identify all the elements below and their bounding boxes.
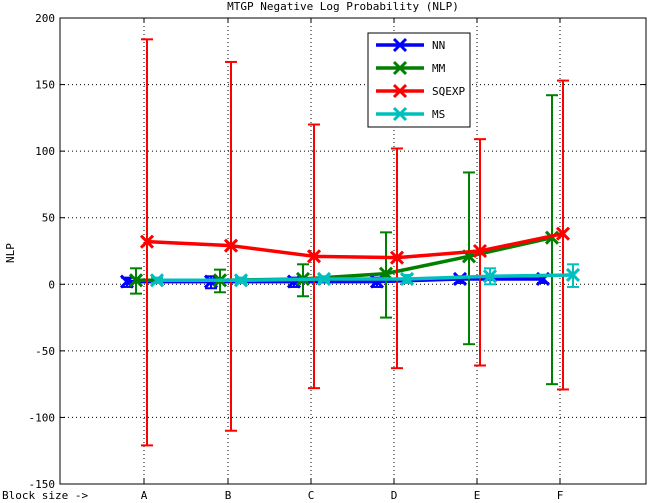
point-marker bbox=[306, 249, 322, 264]
chart-title: MTGP Negative Log Probability (NLP) bbox=[227, 0, 459, 13]
point-marker bbox=[555, 226, 571, 241]
y-tick-label: -100 bbox=[29, 411, 56, 424]
data-point-sqexp bbox=[555, 226, 571, 241]
point-marker bbox=[128, 273, 144, 288]
legend-marker bbox=[392, 83, 408, 99]
point-marker bbox=[316, 271, 332, 287]
legend-box bbox=[367, 32, 471, 128]
x-tick-label: C bbox=[308, 489, 315, 502]
data-point-ms bbox=[399, 271, 415, 287]
series-group bbox=[119, 38, 581, 447]
x-tick-label: A bbox=[141, 489, 148, 502]
y-tick-label: -150 bbox=[29, 478, 56, 491]
x-tick-label: B bbox=[225, 489, 232, 502]
data-point-mm bbox=[128, 273, 144, 288]
legend-marker bbox=[392, 37, 408, 53]
data-point-sqexp bbox=[306, 249, 322, 264]
x-tick-label: F bbox=[557, 489, 564, 502]
point-marker bbox=[233, 273, 249, 288]
y-tick-label: 150 bbox=[35, 79, 55, 92]
data-point-ms bbox=[565, 267, 581, 283]
point-marker bbox=[399, 271, 415, 287]
data-point-ms bbox=[149, 273, 165, 288]
point-marker bbox=[119, 274, 135, 289]
series-sqexp bbox=[139, 38, 571, 447]
y-tick-label: 100 bbox=[35, 145, 55, 158]
y-tick-label: 50 bbox=[42, 212, 55, 225]
point-marker bbox=[472, 243, 488, 259]
series-line-sqexp bbox=[146, 231, 564, 260]
legend-item-mm: MM bbox=[376, 60, 446, 76]
point-marker bbox=[223, 238, 239, 253]
legend-item-ms: MS bbox=[376, 106, 445, 122]
legend: NN MM SQEXP MS bbox=[367, 32, 471, 128]
legend-marker bbox=[392, 60, 408, 76]
axis-ticks: -150 -100 -50 0 50 100 150 200 A B C D E F bbox=[29, 12, 646, 502]
data-point-sqexp bbox=[389, 250, 405, 265]
legend-label: SQEXP bbox=[432, 85, 465, 98]
legend-label: NN bbox=[432, 39, 445, 52]
x-tick-label: E bbox=[474, 489, 481, 502]
y-tick-label: 0 bbox=[48, 278, 55, 291]
point-marker bbox=[139, 234, 155, 249]
legend-label: MM bbox=[432, 62, 446, 75]
point-marker bbox=[565, 267, 581, 283]
series-ms bbox=[149, 263, 581, 288]
legend-item-sqexp: SQEXP bbox=[376, 83, 465, 99]
data-point-ms bbox=[482, 269, 498, 284]
x-axis-label: Block size -> bbox=[2, 489, 88, 502]
y-tick-label: 200 bbox=[35, 12, 55, 25]
legend-marker bbox=[392, 106, 408, 122]
data-point-sqexp bbox=[223, 238, 239, 253]
data-point-sqexp bbox=[472, 243, 488, 259]
legend-item-nn: NN bbox=[376, 37, 445, 53]
x-tick-label: D bbox=[391, 489, 398, 502]
legend-label: MS bbox=[432, 108, 445, 121]
data-point-ms bbox=[316, 271, 332, 287]
point-marker bbox=[389, 250, 405, 265]
data-point-ms bbox=[233, 273, 249, 288]
point-marker bbox=[482, 269, 498, 284]
series-line-ms bbox=[157, 273, 574, 283]
y-axis-label: NLP bbox=[4, 243, 17, 263]
plot-frame bbox=[59, 17, 647, 485]
point-marker bbox=[149, 273, 165, 288]
y-tick-label: -50 bbox=[35, 345, 55, 358]
data-point-sqexp bbox=[139, 234, 155, 249]
